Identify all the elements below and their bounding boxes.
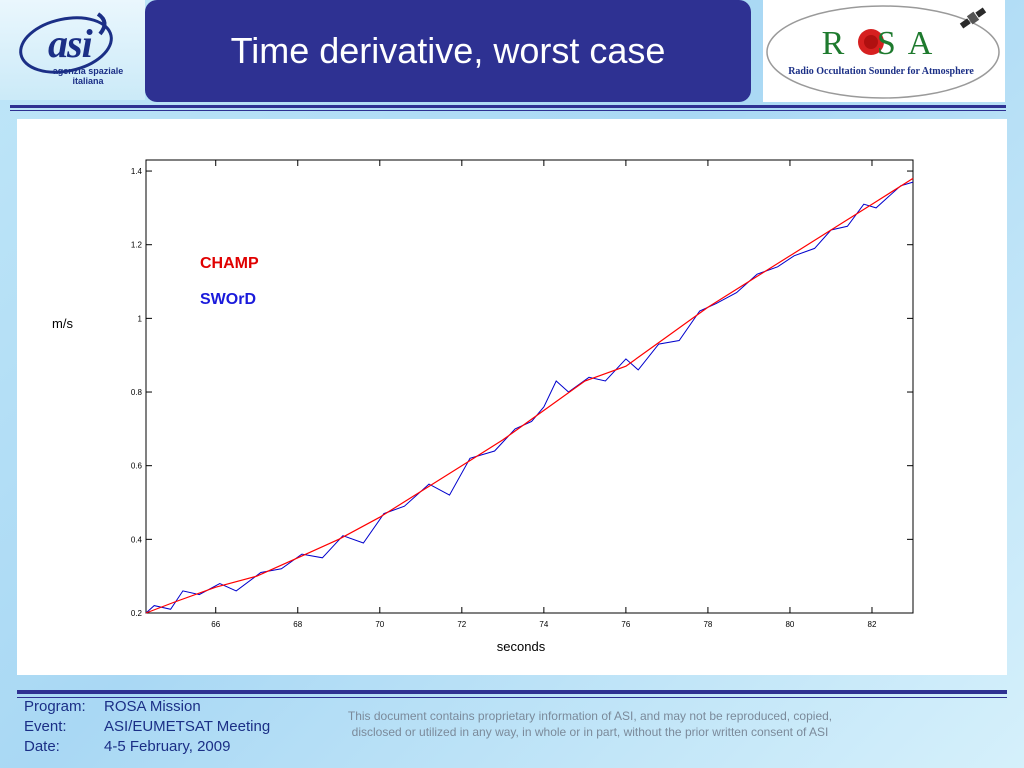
program-value: ROSA Mission bbox=[104, 698, 201, 715]
series-line-sword bbox=[145, 181, 914, 614]
y-axis-label: m/s bbox=[52, 316, 73, 331]
y-tick-label: 1.4 bbox=[131, 167, 143, 176]
x-tick-label: 66 bbox=[211, 620, 220, 629]
legend-entry: CHAMP bbox=[200, 255, 259, 272]
y-tick-label: 1 bbox=[138, 314, 143, 323]
x-tick-label: 68 bbox=[293, 620, 302, 629]
x-tick-label: 72 bbox=[457, 620, 466, 629]
asi-logo: asi agenzia spaziale italiana bbox=[0, 0, 145, 100]
rosa-logo: R SA Radio Occultation Sounder for Atmos… bbox=[763, 0, 1005, 102]
x-axis-label: seconds bbox=[497, 639, 546, 654]
legend-entry: SWOrD bbox=[200, 291, 256, 308]
y-tick-label: 0.4 bbox=[131, 535, 143, 544]
asi-swoosh-icon bbox=[19, 12, 113, 74]
title-banner: Time derivative, worst case bbox=[145, 0, 751, 102]
series-line-champ bbox=[145, 177, 914, 614]
asi-logo-tagline: agenzia spaziale italiana bbox=[52, 66, 124, 86]
chart: 66 68 70 72 74 76 78 80 82 0.2 0.4 0.6 0.8 1 1.2 1.4 CHA… bbox=[52, 159, 914, 654]
x-tick-label: 76 bbox=[621, 620, 630, 629]
footer-rule-thin bbox=[17, 697, 1007, 698]
event-value: ASI/EUMETSAT Meeting bbox=[104, 718, 271, 735]
plot-frame bbox=[145, 159, 914, 614]
y-tick-label: 0.8 bbox=[131, 388, 143, 397]
event-label: Event: bbox=[24, 718, 67, 735]
y-tick-label: 0.2 bbox=[131, 609, 143, 618]
program-label: Program: bbox=[24, 698, 86, 715]
proprietary-notice: This document contains proprietary infor… bbox=[347, 709, 833, 739]
header-rule-thin bbox=[10, 110, 1006, 111]
date-label: Date: bbox=[24, 738, 60, 755]
footer-rule bbox=[17, 690, 1007, 694]
x-tick-label: 82 bbox=[868, 620, 877, 629]
y-tick-label: 0.6 bbox=[131, 462, 143, 471]
rosa-logo-word: R SA bbox=[822, 25, 945, 62]
date-value: 4-5 February, 2009 bbox=[104, 738, 231, 755]
rosa-logo-ellipse bbox=[766, 5, 1000, 99]
x-tick-label: 80 bbox=[785, 620, 794, 629]
chart-panel: 66 68 70 72 74 76 78 80 82 0.2 0.4 0.6 0.8 1 1.2 1.4 CHA… bbox=[17, 119, 1007, 675]
header-rule bbox=[10, 105, 1006, 108]
footer-meta: Program: ROSA Mission Event: ASI/EUMETSAT … bbox=[24, 697, 324, 757]
rosa-logo-tagline: Radio Occultation Sounder for Atmosphere bbox=[788, 66, 974, 77]
x-tick-label: 78 bbox=[703, 620, 712, 629]
y-tick-label: 1.2 bbox=[131, 241, 143, 250]
x-tick-label: 74 bbox=[539, 620, 548, 629]
satellite-icon bbox=[959, 7, 987, 29]
asi-logo-word: asi bbox=[48, 21, 93, 66]
x-tick-label: 70 bbox=[375, 620, 384, 629]
page-title: Time derivative, worst case bbox=[230, 30, 666, 71]
